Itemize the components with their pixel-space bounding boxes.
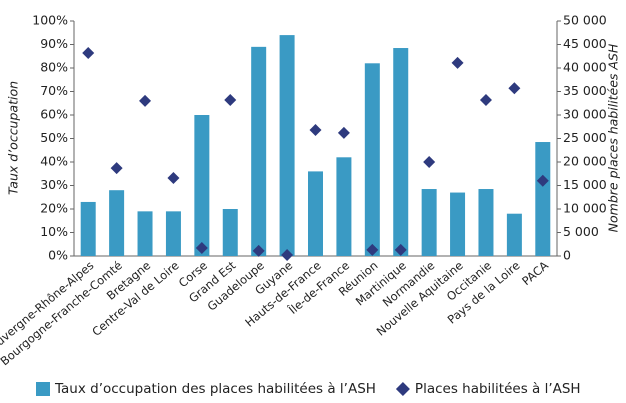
legend-swatch [36,382,50,396]
y-tick-label: 40% [40,154,68,169]
bar [364,63,380,256]
diamond-marker [423,156,436,168]
diamond-marker [337,126,350,139]
diamond-marker [309,124,322,137]
y2-tick-label: 35 000 [563,83,607,98]
legend-label: Taux d’occupation des places habilitées … [54,381,376,397]
diamond-marker [82,46,95,59]
y2-tick-label: 0 [563,248,571,263]
y-tick-label: 0% [48,248,68,263]
y-tick-label: 70% [40,83,68,98]
diamond-marker [394,243,407,256]
legend-swatch [395,382,410,396]
diamond-marker [281,249,294,262]
bar [279,35,295,256]
y2-tick-label: 30 000 [563,107,607,122]
y2-tick-label: 40 000 [563,60,607,75]
y-tick-label: 30% [40,177,68,192]
y-tick-label: 10% [40,224,68,239]
diamond-marker [252,244,265,257]
y-tick-label: 60% [40,107,68,122]
y-tick-label: 80% [40,60,68,75]
y2-axis-title: Nombre places habilitées ASH [606,43,621,232]
bar [137,211,153,256]
bar [478,189,494,256]
diamond-marker [195,242,208,255]
bar [450,192,466,256]
diamond-marker [110,162,123,175]
y-axis-title: Taux d’occupation [6,81,21,195]
diamond-marker [224,93,237,106]
y-tick-label: 90% [40,36,68,51]
y-tick-label: 100% [32,13,68,28]
x-tick-label: PACA [519,258,551,288]
y2-tick-label: 20 000 [563,154,607,169]
bar [109,190,125,256]
diamond-marker [139,94,152,107]
y-tick-label: 20% [40,201,68,216]
bar [251,46,267,256]
bar [194,115,210,256]
bar [393,48,409,257]
diamond-marker [366,243,379,256]
y-tick-label: 50% [40,130,68,145]
bar [535,142,551,256]
x-tick-label: Auvergne-Rhône-Alpes [0,258,96,353]
y2-tick-label: 5 000 [563,224,599,239]
bar [506,213,522,256]
diamond-marker [479,93,492,106]
bar [336,157,352,256]
bar [80,201,96,256]
diamond-marker [451,56,464,69]
diamond-marker [167,171,180,184]
y2-tick-label: 45 000 [563,36,607,51]
legend-label: Places habilitées à l’ASH [415,381,581,397]
bar [222,209,238,256]
diamond-marker [536,174,549,187]
bar [308,171,323,256]
bar [165,211,181,256]
bar [421,189,437,256]
y2-tick-label: 25 000 [563,130,607,145]
y2-tick-label: 10 000 [563,201,607,216]
y2-tick-label: 15 000 [563,177,607,192]
diamond-marker [508,82,521,95]
y2-tick-label: 50 000 [563,13,607,28]
